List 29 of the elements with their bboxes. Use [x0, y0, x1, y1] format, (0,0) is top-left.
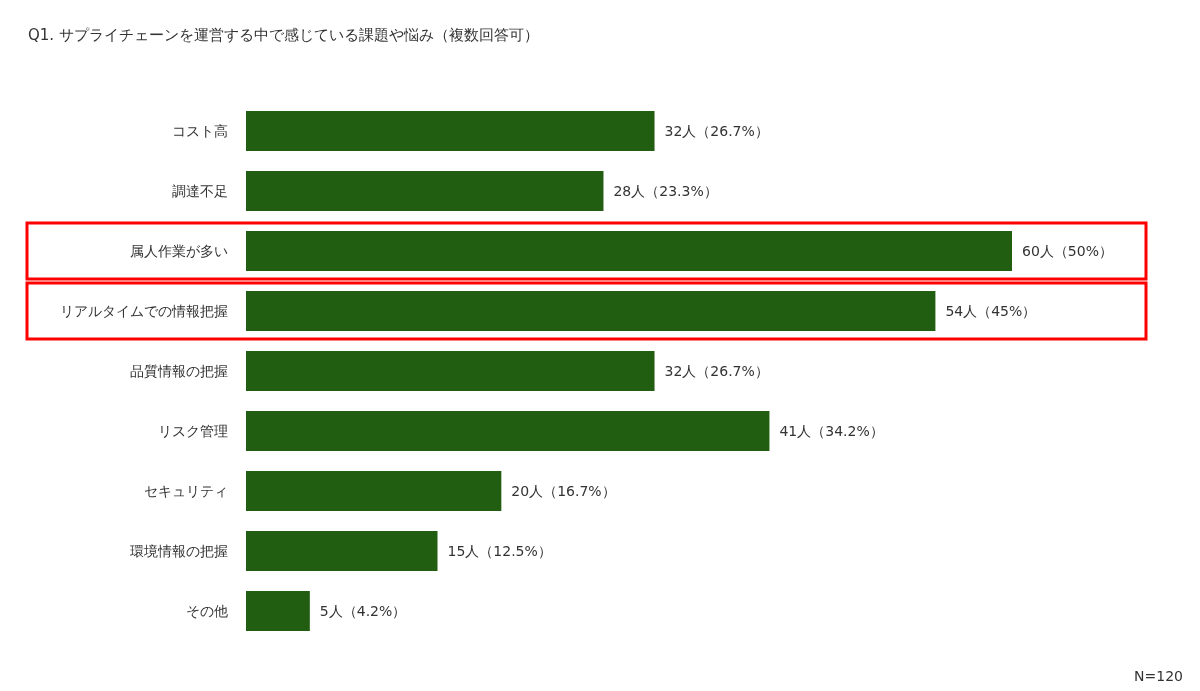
bar: [246, 591, 310, 631]
data-label: 20人（16.7%）: [511, 482, 616, 499]
data-label: 32人（26.7%）: [664, 122, 769, 139]
data-label: 28人（23.3%）: [613, 182, 718, 199]
data-label: 32人（26.7%）: [664, 362, 769, 379]
y-tick-label: 調達不足: [172, 182, 228, 199]
bar: [246, 231, 1012, 271]
data-label: 5人（4.2%）: [319, 602, 407, 619]
data-label: 54人（45%）: [945, 302, 1037, 319]
y-tick-label: リアルタイムでの情報把握: [60, 302, 228, 319]
bar: [246, 411, 770, 451]
bar: [246, 471, 502, 511]
y-tick-label: コスト高: [172, 122, 228, 139]
y-tick-label: セキュリティ: [144, 482, 228, 499]
y-tick-label: 環境情報の把握: [130, 542, 228, 559]
data-label: 41人（34.2%）: [779, 422, 884, 439]
y-tick-label: リスク管理: [158, 422, 228, 439]
chart-title: Q1. サプライチェーンを運営する中で感じている課題や悩み（複数回答可）: [28, 26, 539, 44]
text: N=120: [1134, 668, 1183, 684]
data-label: 60人（50%）: [1022, 242, 1113, 259]
y-tick-label: 属人作業が多い: [130, 242, 228, 259]
bar: [246, 171, 604, 211]
y-tick-label: 品質情報の把握: [130, 362, 228, 379]
bar: [246, 291, 936, 331]
bar: [246, 531, 438, 571]
bar: [246, 351, 655, 391]
data-label: 15人（12.5%）: [447, 542, 552, 559]
y-tick-label: その他: [186, 602, 228, 619]
bar: [246, 111, 655, 151]
